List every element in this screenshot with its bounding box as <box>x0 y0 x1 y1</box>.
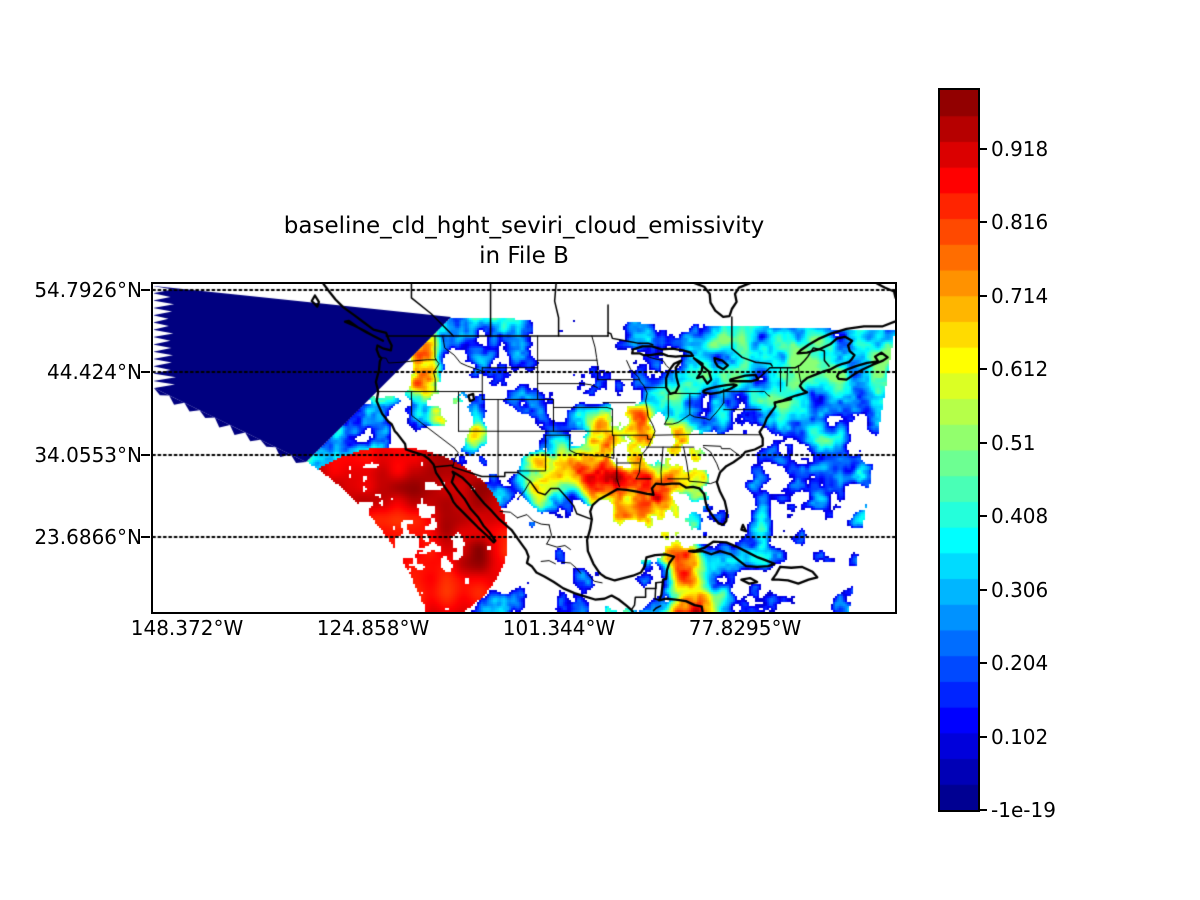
colorbar-label: 0.306 <box>991 577 1049 602</box>
colorbar-label: 0.102 <box>991 724 1049 749</box>
x-tick-label-77w: 77.8295°W <box>688 616 802 640</box>
y-tick-label-34n: 34.0553°N <box>34 442 142 467</box>
colorbar-label: 0.918 <box>991 137 1049 162</box>
colorbar-label: 0.816 <box>991 210 1049 235</box>
plot-title-line2: in File B <box>479 243 569 269</box>
colorbar-tick-mark <box>979 441 987 444</box>
y-tick-label-23n: 23.6866°N <box>34 524 142 549</box>
plot-title-line1: baseline_cld_hght_seviri_cloud_emissivit… <box>283 213 765 239</box>
colorbar-label: 0.51 <box>991 430 1036 455</box>
y-tick-mark <box>141 535 150 538</box>
map-canvas <box>153 284 895 612</box>
colorbar-tick-mark <box>979 515 987 518</box>
y-tick-mark <box>141 453 150 456</box>
colorbar-label: -1e-19 <box>991 798 1056 822</box>
colorbar-canvas <box>940 90 978 810</box>
colorbar-label: 0.204 <box>991 651 1049 676</box>
colorbar <box>938 88 980 812</box>
colorbar-tick-mark <box>979 368 987 371</box>
map-plot-area <box>151 282 897 614</box>
y-tick-label-54n: 54.7926°N <box>34 278 142 302</box>
colorbar-label: 0.714 <box>991 283 1049 308</box>
colorbar-tick-mark <box>979 662 987 665</box>
colorbar-tick-mark <box>979 294 987 297</box>
x-tick-label-101w: 101.344°W <box>502 616 616 640</box>
y-tick-label-44n: 44.424°N <box>47 360 142 385</box>
colorbar-label: 0.408 <box>991 504 1049 529</box>
colorbar-tick-mark <box>979 148 987 151</box>
y-tick-mark <box>141 289 150 291</box>
colorbar-tick-mark <box>979 809 987 811</box>
colorbar-tick-mark <box>979 221 987 224</box>
x-tick-label-124w: 124.858°W <box>316 616 430 640</box>
colorbar-tick-mark <box>979 588 987 591</box>
colorbar-label: 0.612 <box>991 357 1049 382</box>
colorbar-tick-mark <box>979 735 987 738</box>
y-tick-mark <box>141 371 150 374</box>
x-tick-label-148w: 148.372°W <box>130 616 244 640</box>
plot-title: baseline_cld_hght_seviri_cloud_emissivit… <box>284 211 764 271</box>
